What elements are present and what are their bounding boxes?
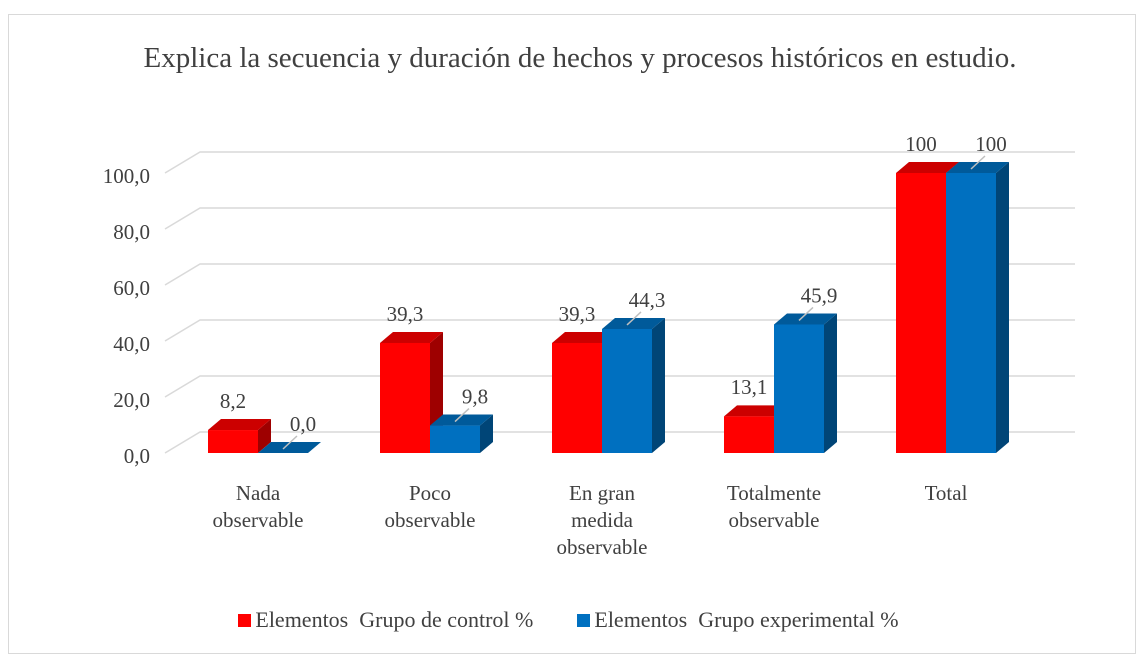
data-label: 8,2	[220, 389, 246, 413]
bar	[724, 416, 774, 453]
bar-top	[552, 331, 615, 343]
legend: Elementos Grupo de control % Elementos Gr…	[0, 607, 1137, 633]
y-tick-label: 20,0	[113, 388, 150, 412]
bar-side	[480, 414, 493, 453]
data-label: 45,9	[801, 283, 838, 307]
bar-top	[946, 162, 1009, 173]
bar	[208, 430, 258, 453]
bar	[430, 425, 480, 453]
data-label: 0,0	[290, 412, 316, 436]
y-tick-label: 0,0	[124, 444, 150, 468]
y-tick-label: 40,0	[113, 332, 150, 356]
bar	[380, 342, 430, 453]
grid-line	[164, 207, 1075, 230]
bar-top	[724, 405, 787, 417]
bar-side	[996, 162, 1009, 453]
bar	[774, 324, 824, 453]
y-tick-label: 60,0	[113, 276, 150, 300]
bar	[946, 173, 996, 453]
data-label: 100	[975, 132, 1007, 156]
x-tick-label: Poco observable	[384, 481, 476, 532]
label-leader	[970, 155, 986, 170]
data-label: 9,8	[462, 384, 488, 408]
label-leader	[798, 306, 814, 322]
bar-top	[896, 162, 959, 173]
grid-line	[164, 263, 1075, 286]
legend-item: Elementos Grupo de control %	[238, 607, 533, 633]
bar	[552, 342, 602, 453]
y-tick-label: 100,0	[103, 164, 150, 188]
x-tick-label: Nada observable	[212, 481, 304, 532]
legend-label: Elementos Grupo experimental %	[594, 607, 899, 632]
legend-label: Elementos Grupo de control %	[255, 607, 534, 632]
x-tick-label: Totalmente observable	[726, 481, 822, 532]
bar-top	[208, 419, 271, 431]
label-leader	[282, 435, 298, 450]
x-tick-label: Total	[924, 481, 968, 505]
data-label: 44,3	[629, 288, 666, 312]
bar-top	[774, 313, 837, 325]
x-tick-label: En gran medida observable	[556, 481, 648, 559]
grid-line	[164, 151, 1075, 174]
bar	[896, 173, 946, 453]
chart-title: Explica la secuencia y duración de hecho…	[143, 42, 1017, 74]
bar-top	[258, 442, 321, 453]
legend-swatch	[238, 614, 252, 627]
bar-side	[824, 313, 837, 453]
bar-side	[652, 317, 665, 453]
legend-item: Elementos Grupo experimental %	[577, 607, 899, 633]
bar-top	[430, 414, 493, 426]
data-label: 13,1	[731, 375, 768, 399]
bar	[602, 328, 652, 453]
data-label: 39,3	[559, 302, 596, 326]
bar-top	[380, 331, 443, 343]
label-leader	[626, 311, 642, 326]
bar-top	[602, 317, 665, 329]
data-label: 100	[905, 132, 937, 156]
label-leader	[454, 408, 470, 423]
data-label: 39,3	[387, 302, 424, 326]
bar-side	[258, 419, 271, 453]
legend-swatch	[577, 614, 591, 627]
y-tick-label: 80,0	[113, 220, 150, 244]
